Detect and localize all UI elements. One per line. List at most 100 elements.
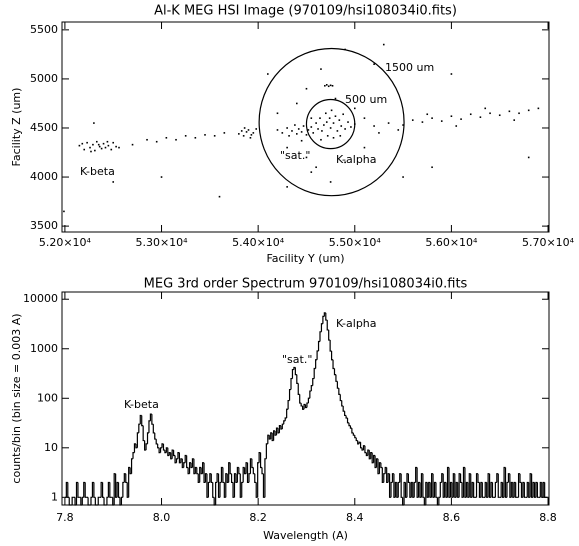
histogram-step — [529, 473, 532, 498]
histogram-step — [457, 482, 460, 498]
scatter-point — [276, 129, 279, 131]
scatter-point — [97, 143, 100, 146]
histogram-step — [506, 481, 509, 498]
histogram-step — [299, 394, 302, 404]
scatter-point — [155, 140, 158, 143]
histogram-step — [312, 377, 315, 386]
y-tick-label: 5000 — [30, 72, 58, 85]
scatter-point — [286, 127, 288, 129]
histogram-step — [393, 473, 396, 498]
histogram-step — [138, 423, 141, 433]
histogram-step — [374, 455, 377, 469]
region-circle — [258, 47, 405, 197]
histogram-step — [281, 423, 284, 429]
y-tick-label: 3500 — [30, 219, 58, 232]
histogram-step — [361, 447, 364, 451]
histogram-step — [326, 320, 329, 331]
histogram-step — [223, 482, 226, 498]
scatter-point — [294, 124, 296, 126]
histogram-step — [470, 473, 473, 498]
histogram-step — [412, 482, 415, 498]
scatter-point — [296, 102, 298, 105]
histogram-step — [339, 394, 342, 402]
histogram-step — [152, 424, 155, 434]
histogram-step — [123, 473, 126, 483]
histogram-step — [335, 374, 338, 382]
annotation: "sat." — [282, 353, 312, 366]
histogram-step — [157, 443, 160, 449]
histogram-step — [280, 425, 283, 430]
scatter-point — [332, 136, 335, 139]
histogram-step — [341, 400, 344, 407]
histogram-step — [162, 443, 165, 451]
scatter-point — [252, 132, 255, 134]
histogram-step — [229, 462, 232, 475]
scatter-point — [255, 128, 258, 130]
histogram-step — [303, 403, 306, 410]
scatter-point — [118, 146, 120, 149]
histogram-step — [497, 473, 500, 498]
histogram-step — [68, 497, 71, 506]
histogram-step — [141, 415, 144, 427]
histogram-step — [441, 473, 444, 483]
histogram-step — [84, 482, 87, 498]
histogram-step — [323, 312, 326, 317]
scatter-point — [250, 134, 253, 136]
histogram-step — [94, 497, 97, 506]
histogram-step — [438, 496, 441, 505]
scatter-point — [286, 186, 288, 188]
y-axis-label: counts/bin (bin size = 0.003 A) — [10, 313, 23, 483]
scatter-point — [86, 141, 88, 144]
x-axis-label: Facility Y (um) — [266, 252, 344, 265]
histogram-step — [486, 482, 489, 498]
scatter-point — [527, 156, 530, 159]
histogram-step — [512, 482, 515, 498]
histogram-step — [274, 430, 277, 436]
histogram-step — [477, 473, 480, 484]
histogram-step — [146, 432, 149, 444]
scatter-point — [332, 122, 335, 124]
histogram-step — [81, 496, 84, 505]
histogram-step — [349, 425, 352, 429]
histogram-step — [359, 442, 363, 449]
scatter-point — [324, 112, 327, 115]
y-tick-label: 1000 — [30, 342, 58, 355]
annotation: K-beta — [124, 398, 159, 411]
scatter-point — [243, 127, 246, 129]
histogram-step — [475, 473, 478, 498]
histogram-step — [325, 312, 328, 321]
histogram-step — [520, 482, 523, 498]
histogram-step — [203, 462, 206, 484]
histogram-step — [494, 481, 497, 498]
scatter-point — [315, 122, 317, 124]
histogram-step — [216, 473, 219, 483]
scatter-point — [300, 139, 303, 142]
x-axis-label: Wavelength (A) — [263, 529, 348, 542]
histogram-step — [419, 482, 422, 498]
histogram-step — [523, 482, 526, 498]
scatter-point — [450, 73, 453, 75]
scatter-point — [267, 73, 269, 75]
scatter-point — [213, 135, 216, 137]
histogram-step — [178, 452, 181, 464]
x-tick-label: 5.30×10⁴ — [135, 236, 188, 249]
histogram-step — [420, 473, 423, 498]
histogram-step — [371, 452, 374, 464]
histogram-step — [120, 496, 123, 505]
histogram-step — [316, 350, 319, 360]
x-tick-label: 5.20×10⁴ — [39, 236, 92, 249]
histogram-step — [429, 482, 432, 498]
histogram-step — [277, 428, 280, 434]
plot-frame — [61, 21, 550, 233]
histogram-step — [239, 473, 242, 498]
histogram-step — [464, 467, 467, 498]
histogram-step — [71, 496, 74, 505]
histogram-step — [233, 473, 236, 498]
histogram-step — [388, 473, 392, 498]
histogram-step — [390, 481, 393, 498]
histogram-step — [217, 473, 220, 498]
histogram-step — [297, 383, 300, 395]
histogram-step — [346, 417, 349, 424]
scatter-point — [63, 210, 65, 213]
histogram-step — [439, 481, 442, 498]
